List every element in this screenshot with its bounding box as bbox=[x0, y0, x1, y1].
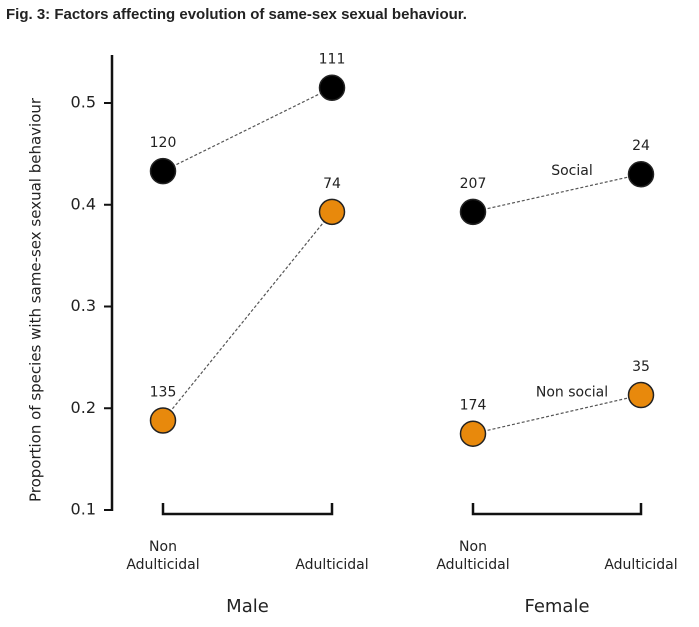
group-label: Female bbox=[524, 596, 589, 617]
sample-size-label: 24 bbox=[632, 138, 650, 154]
x-tick-label: Adulticidal bbox=[604, 557, 677, 573]
point bbox=[318, 198, 346, 226]
y-tick-label: 0.3 bbox=[71, 296, 96, 315]
x-tick-label: Non Adulticidal bbox=[126, 539, 199, 573]
point bbox=[149, 157, 177, 185]
sample-size-label: 207 bbox=[460, 176, 487, 192]
point bbox=[459, 420, 487, 447]
sample-size-label: 135 bbox=[150, 384, 177, 400]
point bbox=[627, 381, 655, 409]
series-line bbox=[472, 173, 642, 213]
y-tick-label: 0.5 bbox=[71, 93, 96, 112]
series-line bbox=[472, 394, 642, 435]
group-bracket bbox=[161, 503, 334, 516]
sample-size-label: 35 bbox=[632, 359, 650, 375]
sample-size-label: 111 bbox=[319, 52, 346, 68]
sample-size-label: 120 bbox=[150, 135, 177, 151]
x-tick-label: Non Adulticidal bbox=[436, 539, 509, 573]
chart-title: Fig. 3: Factors affecting evolution of s… bbox=[6, 6, 467, 23]
sample-size-label: 74 bbox=[323, 176, 341, 192]
point bbox=[318, 74, 346, 101]
series-label: Social bbox=[551, 163, 593, 179]
series-label: Non social bbox=[536, 384, 608, 400]
group-label: Male bbox=[226, 596, 269, 617]
series-line bbox=[162, 87, 333, 172]
point bbox=[627, 160, 655, 188]
point bbox=[149, 407, 177, 434]
y-tick-label: 0.4 bbox=[71, 194, 96, 213]
y-axis-label: Proportion of species with same-sex sexu… bbox=[27, 97, 45, 502]
y-tick-label: 0.2 bbox=[71, 398, 96, 417]
series-line bbox=[162, 211, 333, 421]
x-tick-label: Adulticidal bbox=[295, 557, 368, 573]
sample-size-label: 174 bbox=[460, 398, 487, 414]
y-tick-label: 0.1 bbox=[71, 500, 96, 519]
group-bracket bbox=[471, 503, 643, 516]
point bbox=[459, 198, 487, 226]
